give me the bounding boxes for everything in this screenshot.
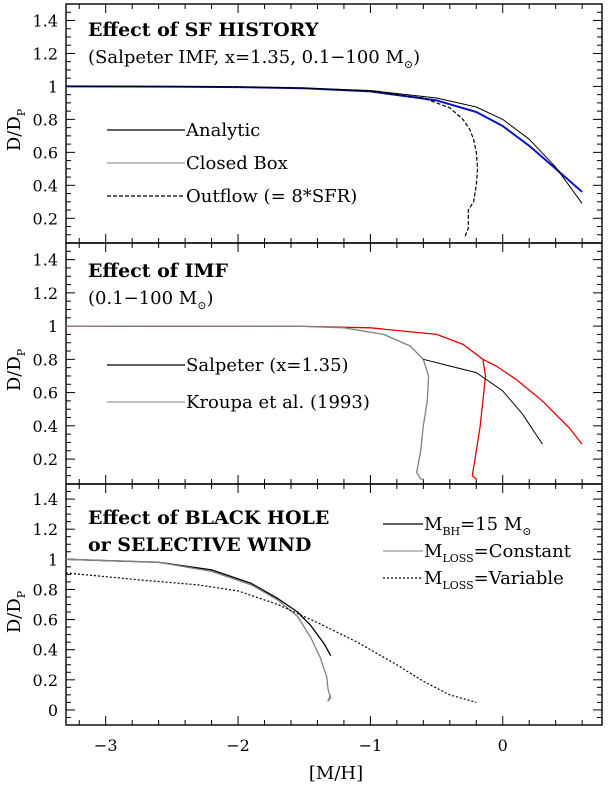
legend-label: Closed Box <box>186 153 288 174</box>
x-axis-label: [M/H] <box>309 763 363 784</box>
y-tick-label: 0.4 <box>33 641 58 660</box>
y-tick-label: 0.8 <box>33 350 58 369</box>
sun-symbol: ⊙ <box>197 299 206 312</box>
y-tick-label: 0 <box>48 701 58 720</box>
series-line <box>65 85 583 204</box>
sun-symbol: ⊙ <box>404 58 413 71</box>
legend-label: Kroupa et al. (1993) <box>186 392 370 413</box>
y-tick-label: 0.4 <box>33 417 58 436</box>
y-tick-label: 1 <box>48 550 58 569</box>
y-tick-label: 1.2 <box>33 44 58 63</box>
series-line <box>482 358 583 445</box>
legend-label: Analytic <box>185 120 260 141</box>
x-tick-label: −1 <box>359 736 383 755</box>
tick-marks <box>66 243 602 484</box>
panel-black-hole: 0 0.2 0.4 0.6 0.8 1 1.2 1.4 Effect of BLACK HOL… <box>4 483 603 726</box>
series-line <box>65 85 583 193</box>
panel-sf-history: 0.2 0.4 0.6 0.8 1 1.2 1.4 Effect of SF HISTORY… <box>4 3 603 244</box>
curves <box>65 325 583 480</box>
legend: Salpeter (x=1.35) Kroupa et al. (1993) <box>107 355 370 413</box>
legend-label: MLOSS=Variable <box>424 568 564 592</box>
tick-marks <box>66 484 602 725</box>
y-tick-label: 0.6 <box>33 611 58 630</box>
y-tick-label: 1.4 <box>33 490 58 509</box>
x-tick-label: −2 <box>226 736 250 755</box>
y-tick-label: 0.2 <box>33 450 58 469</box>
series-line <box>65 325 487 480</box>
series-line <box>65 325 430 480</box>
y-axis-label: D/DP <box>4 108 28 151</box>
series-line <box>65 85 479 239</box>
panel-subtitle: (Salpeter IMF, x=1.35, 0.1−100 M⊙) <box>88 47 420 71</box>
panel-subtitle: (0.1−100 M⊙) <box>88 288 214 312</box>
panel-title: Effect of IMF <box>88 260 229 282</box>
y-tick-label: 1.2 <box>33 520 58 539</box>
legend-label: MBH=15 M⊙ <box>424 514 531 538</box>
legend: Analytic Closed Box Outflow (= 8*SFR) <box>107 120 357 207</box>
curves <box>65 85 583 239</box>
y-tick-label: 1.4 <box>33 11 58 30</box>
y-tick-labels: 0.2 0.4 0.6 0.8 1 1.2 1.4 <box>33 251 58 469</box>
y-tick-label: 0.6 <box>33 384 58 403</box>
y-tick-label: 1 <box>48 77 58 96</box>
curves <box>65 558 477 703</box>
series-line <box>65 572 477 703</box>
legend-label: Outflow (= 8*SFR) <box>186 186 357 207</box>
x-tick-label: 0 <box>498 736 508 755</box>
y-tick-label: 1.2 <box>33 284 58 303</box>
y-tick-label: 0.4 <box>33 176 58 195</box>
y-tick-labels: 0.2 0.4 0.6 0.8 1 1.2 1.4 <box>33 11 58 228</box>
y-tick-labels: 0 0.2 0.4 0.6 0.8 1 1.2 1.4 <box>33 490 58 720</box>
y-tick-label: 0.2 <box>33 671 58 690</box>
y-tick-label: 1.4 <box>33 251 58 270</box>
panel-title: Effect of BLACK HOLE <box>88 507 329 529</box>
panel-title: Effect of SF HISTORY <box>88 19 319 41</box>
y-axis-label: D/DP <box>4 348 28 391</box>
y-tick-label: 0.6 <box>33 143 58 162</box>
series-line <box>65 558 332 702</box>
y-tick-label: 0.8 <box>33 110 58 129</box>
tick-marks <box>66 4 602 243</box>
y-tick-label: 0.2 <box>33 209 58 228</box>
legend: MBH=15 M⊙ MLOSS=Constant MLOSS=Variable <box>383 514 572 592</box>
legend-label: Salpeter (x=1.35) <box>186 355 349 376</box>
y-tick-label: 1 <box>48 317 58 336</box>
panel-imf: 0.2 0.4 0.6 0.8 1 1.2 1.4 Effect of IMF (0.1−1… <box>4 242 603 485</box>
y-tick-label: 0.8 <box>33 580 58 599</box>
y-axis-label: D/DP <box>4 590 28 633</box>
panel-subtitle: or SELECTIVE WIND <box>88 534 311 556</box>
series-line <box>423 358 543 445</box>
x-tick-labels: −3 −2 −1 0 <box>94 736 508 755</box>
x-tick-label: −3 <box>94 736 118 755</box>
series-line <box>65 558 332 657</box>
legend-label: MLOSS=Constant <box>424 541 572 565</box>
